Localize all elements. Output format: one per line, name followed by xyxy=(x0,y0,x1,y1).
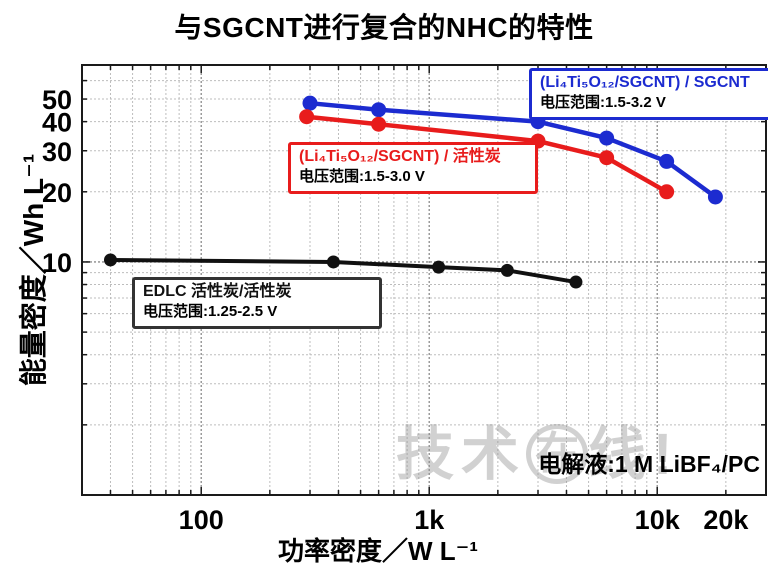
data-point-series-2 xyxy=(432,260,446,274)
x-tick-label: 20k xyxy=(703,505,749,535)
watermark-circled-char: 在 xyxy=(526,424,589,484)
data-point-series-0 xyxy=(371,102,387,118)
x-tick-label: 10k xyxy=(635,505,681,535)
data-point-series-2 xyxy=(569,275,583,289)
data-point-series-1 xyxy=(659,184,675,200)
y-axis-title: 能量密度／Wh L⁻¹ xyxy=(18,153,49,387)
legend-voltage-range-edlc: 电压范围:1.25-2.5 V xyxy=(143,303,278,320)
legend-box-activated-carbon: (Li₄Ti₅O₁₂/SGCNT) / 活性炭 电压范围:1.5-3.0 V xyxy=(288,142,538,194)
legend-box-edlc: EDLC 活性炭/活性炭 电压范围:1.25-2.5 V xyxy=(132,277,382,329)
electrolyte-note: 电解液:1 M LiBF₄/PC xyxy=(538,451,760,477)
watermark-prefix: 技术 xyxy=(396,422,527,487)
data-point-series-2 xyxy=(500,263,514,277)
series-line-0 xyxy=(307,100,718,200)
y-tick-label: 50 xyxy=(42,85,72,115)
y-tick-label: 10 xyxy=(42,248,72,278)
data-point-series-1 xyxy=(299,109,315,125)
data-point-series-2 xyxy=(103,253,117,267)
data-point-series-0 xyxy=(707,189,723,205)
data-point-series-1 xyxy=(371,116,387,132)
watermark: 技术在线! xyxy=(396,424,679,484)
watermark-suffix: 线! xyxy=(588,422,680,487)
legend-voltage-range-sgcnt: 电压范围:1.5-3.2 V xyxy=(540,94,666,111)
plot-frame xyxy=(81,64,767,496)
y-tick-label: 30 xyxy=(42,137,72,167)
legend-series-name-edlc: EDLC 活性炭/活性炭 xyxy=(143,283,292,300)
y-tick-label: 20 xyxy=(42,178,72,208)
legend-series-name-activated-carbon: (Li₄Ti₅O₁₂/SGCNT) / 活性炭 xyxy=(299,148,501,165)
data-point-series-2 xyxy=(326,255,340,269)
data-point-series-0 xyxy=(659,153,675,169)
page-title: 与SGCNT进行复合的NHC的特性 xyxy=(174,12,594,43)
legend-voltage-range-activated-carbon: 电压范围:1.5-3.0 V xyxy=(299,168,425,185)
legend-series-name-sgcnt: (Li₄Ti₅O₁₂/SGCNT) / SGCNT xyxy=(540,74,750,91)
x-axis-title: 功率密度／W L⁻¹ xyxy=(277,536,479,566)
legend-box-sgcnt: (Li₄Ti₅O₁₂/SGCNT) / SGCNT 电压范围:1.5-3.2 V xyxy=(529,68,768,120)
data-point-series-0 xyxy=(599,130,615,146)
x-tick-label: 100 xyxy=(179,505,224,535)
data-point-series-0 xyxy=(302,95,318,111)
data-point-series-1 xyxy=(599,150,615,166)
y-tick-label: 40 xyxy=(42,108,72,138)
x-tick-label: 1k xyxy=(414,505,445,535)
